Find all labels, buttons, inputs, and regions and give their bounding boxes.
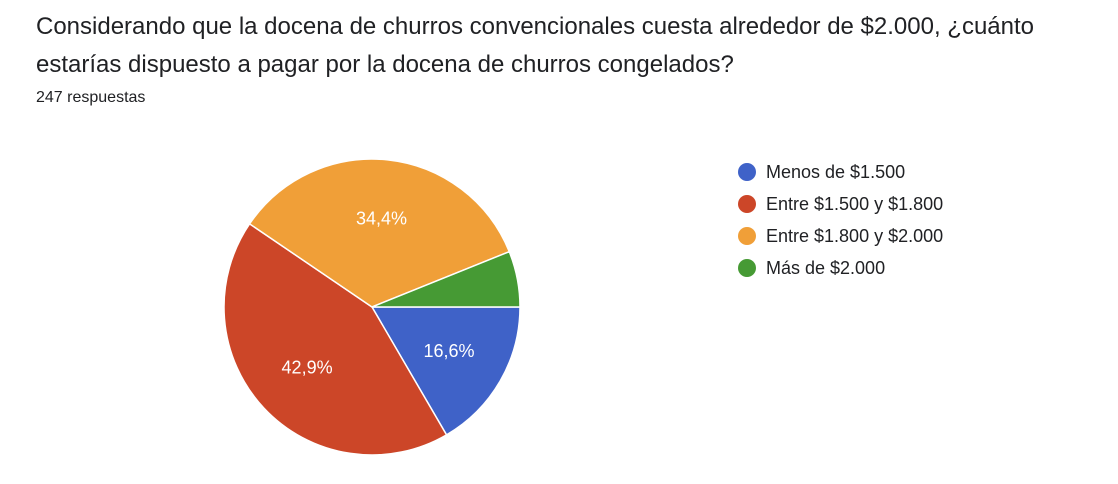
- slice-value-label: 42,9%: [282, 358, 333, 378]
- legend-item: Entre $1.800 y $2.000: [738, 220, 943, 252]
- pie-slice: [223, 222, 448, 456]
- legend-label: Entre $1.500 y $1.800: [766, 193, 944, 214]
- question-title: Considerando que la docena de churros co…: [36, 13, 1035, 78]
- slice-value-label: 16,6%: [423, 341, 474, 361]
- legend-swatch: [738, 163, 756, 181]
- slice-value-label: 34,4%: [356, 209, 407, 229]
- legend-item: Entre $1.500 y $1.800: [738, 188, 943, 220]
- legend-label: Menos de $1.500: [766, 161, 906, 182]
- legend-swatch: [738, 259, 756, 277]
- legend-swatch: [738, 227, 756, 245]
- legend-label: Más de $2.000: [766, 257, 886, 278]
- legend-item: Menos de $1.500: [738, 156, 943, 188]
- legend-swatch: [738, 195, 756, 213]
- pie-slice: [370, 306, 521, 436]
- legend-label: Entre $1.800 y $2.000: [766, 225, 944, 246]
- pie-slice: [371, 250, 521, 308]
- response-count: 247 respuestas: [36, 89, 146, 106]
- pie-slice: [248, 158, 511, 308]
- chart-legend: Menos de $1.500 Entre $1.500 y $1.800 Entr…: [738, 156, 943, 284]
- legend-item: Más de $2.000: [738, 252, 943, 284]
